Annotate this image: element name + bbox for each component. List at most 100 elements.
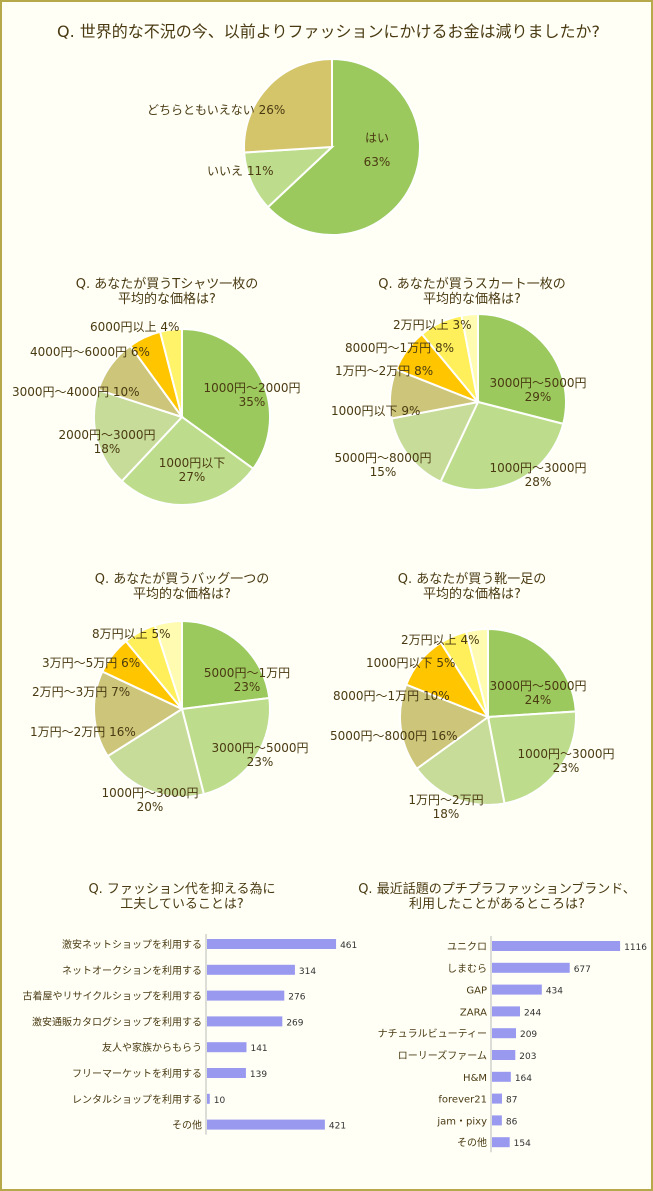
pie-slice-1-label-1: 27% (179, 470, 206, 484)
bar-label-9: その他 (457, 1136, 487, 1149)
pie-slice-5-label-0: 3万円～5万円 6% (42, 656, 140, 670)
pie-slice-2-label-1: 15% (370, 465, 397, 479)
pie-slice-6-label-0: 2万円以上 4% (401, 633, 480, 647)
pie-slice-0 (181, 327, 271, 471)
q2-title-line1: Q. あなたが買うTシャツ一枚の (75, 277, 259, 292)
q6-title-line1: Q. ファッション代を抑える為に (88, 882, 276, 897)
q2-title: Q. あなたが買うTシャツ一枚の 平均的な価格は? (32, 277, 302, 307)
q6-title: Q. ファッション代を抑える為に 工夫していることは? (42, 882, 322, 912)
q5-title-line2: 平均的な価格は? (423, 587, 521, 602)
bar-value-0: 461 (340, 941, 357, 951)
pie-slice-0 (181, 619, 271, 711)
bar-value-3: 244 (524, 1008, 541, 1018)
q3-pie-chart: 3000円～5000円29%1000円～3000円28%5000円～8000円1… (331, 312, 587, 491)
bar-label-7: その他 (172, 1119, 202, 1132)
pie-slice-0 (477, 312, 567, 426)
bar-value-0: 1116 (624, 943, 647, 953)
pie-slice-4-label-0: 4000円～6000円 6% (30, 345, 150, 359)
pie-slice-1-label-0: 1000円～3000円 (489, 461, 586, 475)
pie-slice-2-label-1: 18% (433, 807, 460, 821)
bar-value-7: 87 (506, 1096, 517, 1106)
pie-slice-2-label-1: 20% (137, 800, 164, 814)
bar-0 (207, 939, 337, 949)
bar-2 (492, 984, 542, 995)
pie-slice-2 (93, 388, 184, 483)
pie-slice-6 (460, 312, 479, 403)
q3-title-line2: 平均的な価格は? (423, 292, 521, 307)
q4-title-line1: Q. あなたが買うバッグ一つの (94, 572, 270, 587)
pie-slice-0-label-0: 3000円～5000円 (489, 679, 586, 693)
bar-value-2: 434 (546, 987, 563, 997)
pie-slice-5 (158, 327, 183, 418)
bar-label-3: 激安通販カタログショップを利用する (32, 1015, 202, 1028)
q6-title-line2: 工夫していることは? (120, 897, 244, 912)
pie-slice-1-label-0: 1000円以下 (159, 456, 226, 470)
bar-label-0: 激安ネットショップを利用する (62, 938, 202, 951)
pie-slice-0-label-0: はい (365, 131, 389, 145)
bar-value-2: 276 (288, 993, 305, 1003)
bar-label-0: ユニクロ (447, 941, 487, 953)
pie-slice-5-label-0: 1000円以下 5% (366, 656, 455, 670)
pie-slice-0-label-0: 5000円～1万円 (204, 666, 290, 680)
pie-slice-6-label-0: 8万円以上 5% (92, 627, 171, 641)
q5-title: Q. あなたが買う靴一足の 平均的な価格は? (337, 572, 607, 602)
pie-slice-2 (415, 715, 506, 806)
bar-0 (492, 941, 621, 951)
bar-6 (207, 1093, 210, 1104)
bar-value-5: 139 (250, 1070, 267, 1080)
bar-2 (207, 990, 285, 1001)
pie-slice-1 (180, 696, 271, 796)
q7-title-line2: 利用したことがあるところは? (409, 897, 585, 912)
pie-slice-2 (390, 400, 480, 483)
bar-label-4: ナチュラルビューティー (378, 1028, 487, 1040)
q4-title: Q. あなたが買うバッグ一つの 平均的な価格は? (47, 572, 317, 602)
pie-slice-3-label-0: 5000円～8000円 16% (330, 729, 458, 743)
pie-slice-3-label-0: 1万円～2万円 16% (30, 725, 136, 739)
bar-value-4: 209 (520, 1030, 537, 1040)
bar-label-5: フリーマーケットを利用する (72, 1068, 202, 1080)
pie-slice-5-label-0: 8000円～1万円 8% (345, 341, 454, 355)
q3-title: Q. あなたが買うスカート一枚の 平均的な価格は? (337, 277, 607, 307)
bar-label-2: 古着屋やリサイクルショップを利用する (23, 990, 203, 1003)
bar-label-6: H&M (463, 1073, 487, 1084)
pie-slice-0-label-0: 1000円～2000円 (203, 381, 300, 395)
pie-slice-1-label-1: 23% (553, 761, 580, 775)
pie-slice-2-label-1: 18% (94, 442, 121, 456)
pie-slice-4-label-0: 2万円～3万円 7% (32, 685, 130, 699)
pie-slice-1 (439, 400, 565, 491)
bar-3 (492, 1006, 521, 1017)
bar-6 (492, 1071, 511, 1082)
q2-title-line2: 平均的な価格は? (118, 292, 216, 307)
bar-7 (207, 1119, 325, 1130)
pie-slice-3 (93, 670, 185, 758)
pie-slice-0-label-1: 24% (525, 693, 552, 707)
pie-slice-1-label-0: いいえ 11% (207, 164, 274, 178)
pie-slice-5-label-0: 6000円以上 4% (90, 320, 179, 334)
bar-value-6: 164 (515, 1074, 532, 1084)
bar-value-9: 154 (514, 1139, 531, 1149)
bar-1 (207, 964, 295, 975)
pie-slice-1-label-0: 1000円～3000円 (517, 747, 614, 761)
q5-title-line1: Q. あなたが買う靴一足の (397, 572, 547, 587)
pie-slice-2-label-0: どちらともいえない 26% (147, 103, 285, 117)
pie-slice-2-label-0: 2000円～3000円 (58, 428, 155, 442)
pie-slice-0-label-1: 63% (364, 155, 391, 169)
q1-pie-chart: はい 63% いいえ 11% どちらともいえない 26% (147, 57, 421, 236)
bar-5 (492, 1050, 516, 1060)
pie-slice-6 (464, 627, 489, 718)
pie-slice-4-label-0: 1万円～2万円 8% (335, 364, 433, 378)
q7-bar-chart: ユニクロ 1116 しまむら 677 GAP 434 ZARA 244 ナチュラルビューティー 2… (378, 936, 647, 1153)
pie-slice-0-label-0: 3000円～5000円 (489, 376, 586, 390)
bar-label-2: GAP (466, 986, 487, 997)
bar-4 (492, 1028, 516, 1039)
pie-slice-2 (243, 57, 333, 154)
q4-title-line2: 平均的な価格は? (133, 587, 231, 602)
pie-slice-6-label-0: 2万円以上 3% (393, 318, 472, 332)
bar-label-8: jam・pixy (436, 1116, 487, 1127)
pie-slice-6 (153, 619, 183, 710)
q1-title: Q. 世界的な不況の今、以前よりファッションにかけるお金は減りましたか? (12, 24, 645, 40)
q7-title: Q. 最近話題のプチプラファッションブランド、 利用したことがあるところは? (347, 882, 647, 912)
